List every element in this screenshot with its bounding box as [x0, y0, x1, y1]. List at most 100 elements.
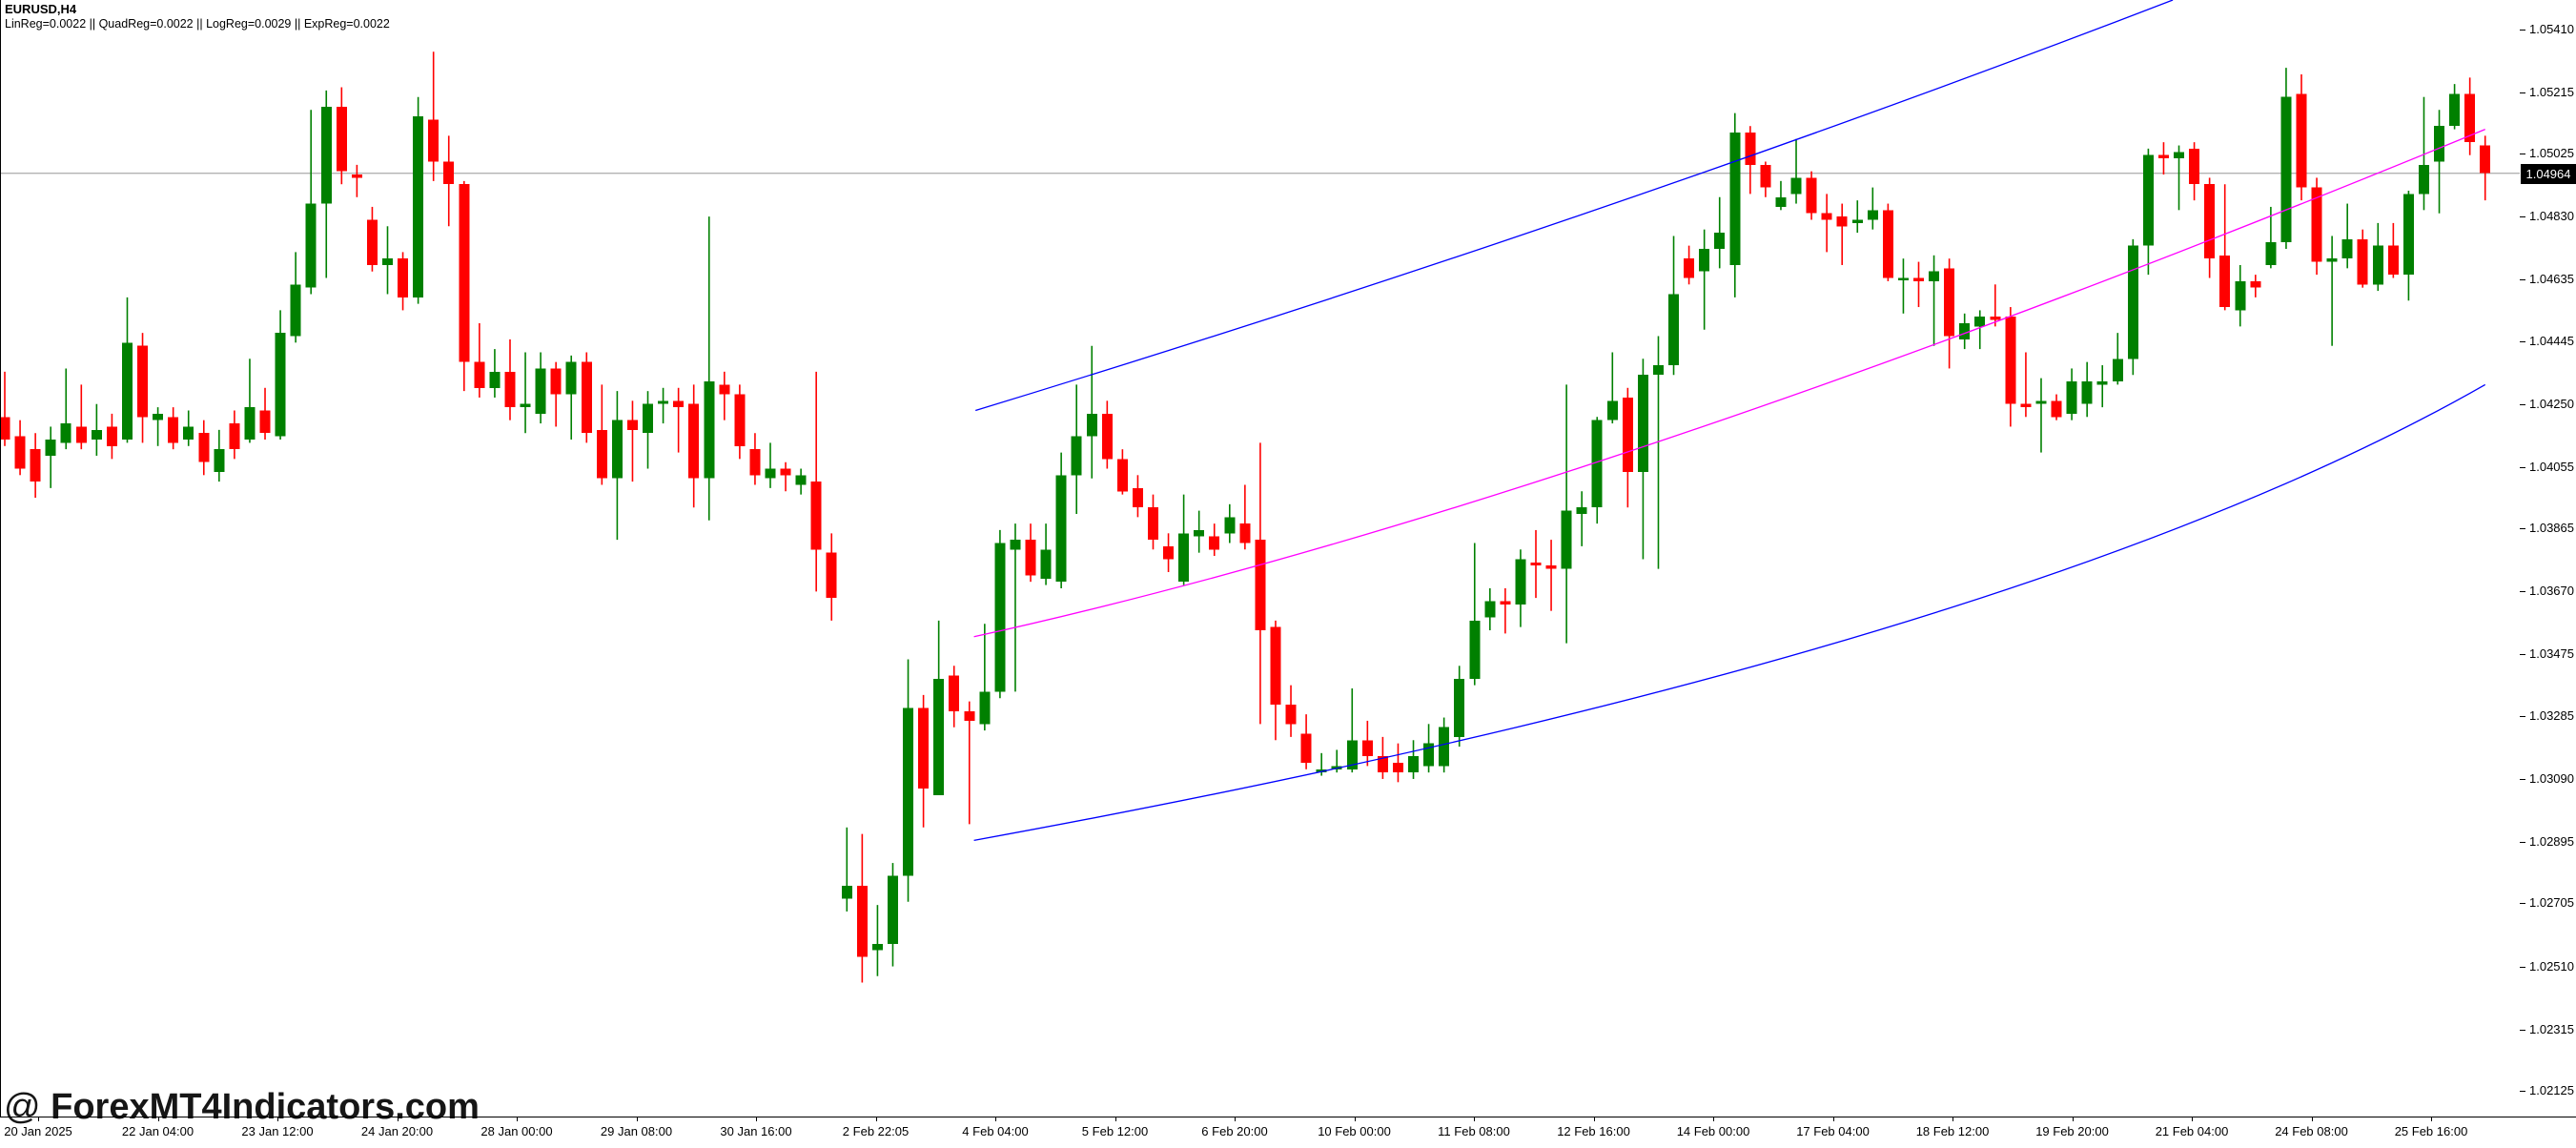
candle-body — [2265, 242, 2277, 265]
candle-body — [1836, 216, 1848, 227]
watermark-at-sign: @ — [4, 1087, 41, 1127]
candle-body — [75, 426, 87, 443]
candle-body — [1469, 620, 1481, 679]
candle-body — [2096, 381, 2108, 385]
time-axis-label: 11 Feb 08:00 — [1438, 1124, 1510, 1138]
time-axis-label: 10 Feb 00:00 — [1318, 1124, 1391, 1138]
time-tick — [636, 1117, 638, 1121]
candle-body — [1974, 317, 1986, 327]
candle-body — [2280, 96, 2292, 243]
candle-body — [1101, 413, 1113, 460]
candle-body — [2219, 255, 2231, 308]
candle-body — [1209, 536, 1220, 550]
candle-body — [643, 403, 654, 434]
time-axis-label: 30 Jan 16:00 — [720, 1124, 792, 1138]
time-tick — [397, 1117, 399, 1121]
candle-body — [1148, 507, 1158, 541]
candle-body — [1806, 177, 1817, 214]
candle-body — [810, 482, 822, 550]
time-tick — [1832, 1117, 1834, 1121]
candle-body — [2434, 126, 2445, 162]
time-tick — [1593, 1117, 1595, 1121]
candle-body — [1699, 249, 1710, 272]
candle-body — [1392, 763, 1403, 773]
time-tick — [1713, 1117, 1714, 1121]
candle-body — [1729, 132, 1741, 265]
candle-body — [994, 543, 1006, 692]
price-tick — [2520, 279, 2525, 281]
price-tick — [2520, 966, 2525, 968]
time-tick — [1235, 1117, 1236, 1121]
candle-body — [1652, 365, 1664, 376]
candle-body — [398, 258, 409, 297]
candle-body — [1408, 756, 1420, 773]
time-axis-label: 23 Jan 12:00 — [241, 1124, 314, 1138]
current-price-badge: 1.04964 — [2521, 163, 2576, 184]
candle-body — [2035, 400, 2047, 404]
price-axis-label: 1.02315 — [2529, 1021, 2574, 1036]
price-tick — [2520, 842, 2525, 844]
time-tick — [157, 1117, 159, 1121]
candle-body — [658, 400, 669, 404]
candle-body — [2480, 145, 2491, 174]
time-tick — [2431, 1117, 2432, 1121]
time-tick — [2192, 1117, 2193, 1121]
time-tick — [756, 1117, 757, 1121]
price-tick — [2520, 528, 2525, 530]
candle-body — [719, 384, 730, 395]
candle-body — [1500, 601, 1511, 605]
candlestick-plot-area[interactable] — [0, 0, 2520, 1117]
candle-body — [933, 678, 945, 795]
candle-body — [1897, 277, 1909, 281]
time-axis-label: 28 Jan 00:00 — [480, 1124, 553, 1138]
symbol-period-label: EURUSD,H4 — [5, 2, 77, 16]
price-axis-label: 1.02510 — [2529, 958, 2574, 974]
price-axis-label: 1.05215 — [2529, 84, 2574, 99]
candle-body — [2326, 258, 2338, 262]
candle-body — [1071, 436, 1082, 476]
time-tick — [875, 1117, 877, 1121]
candle-body — [1224, 517, 1236, 534]
candle-body — [949, 675, 960, 711]
time-axis-label: 6 Feb 20:00 — [1201, 1124, 1268, 1138]
candle-body — [2174, 152, 2185, 159]
price-tick — [2520, 466, 2525, 468]
candle-body — [1591, 420, 1603, 508]
candle-body — [765, 468, 776, 479]
candle-body — [30, 449, 41, 482]
candle-body — [2127, 245, 2138, 359]
candle-body — [60, 423, 72, 443]
candle-body — [1990, 317, 2001, 320]
price-axis-label: 1.03285 — [2529, 707, 2574, 723]
candle-body — [1530, 562, 1542, 566]
candle-body — [2341, 238, 2353, 259]
candle-body — [856, 885, 868, 957]
time-axis-label: 5 Feb 12:00 — [1081, 1124, 1149, 1138]
candle-body — [2372, 245, 2383, 285]
candle-body — [1439, 727, 1450, 767]
price-tick — [2520, 715, 2525, 717]
candle-body — [290, 284, 301, 337]
time-tick — [1952, 1117, 1953, 1121]
candle-body — [2051, 400, 2062, 418]
candle-body — [688, 403, 700, 479]
candle-body — [382, 258, 393, 265]
candle-body — [336, 106, 347, 172]
candle-body — [489, 371, 501, 388]
candle-body — [2235, 280, 2246, 311]
candle-body — [106, 426, 117, 446]
price-tick — [2520, 92, 2525, 93]
candle-body — [428, 119, 440, 162]
time-tick — [277, 1117, 278, 1121]
candle-body — [1285, 704, 1297, 725]
candle-body — [673, 400, 685, 408]
time-tick — [995, 1117, 996, 1121]
price-axis-line — [0, 0, 1, 1117]
candle-body — [1821, 213, 1832, 220]
watermark-text: ForexMT4Indicators.com — [40, 1087, 480, 1127]
candle-body — [474, 361, 485, 388]
time-axis-label: 18 Feb 12:00 — [1915, 1124, 1990, 1138]
candle-body — [1178, 533, 1190, 583]
candle-body — [1194, 529, 1205, 537]
candle-body — [1545, 565, 1557, 569]
